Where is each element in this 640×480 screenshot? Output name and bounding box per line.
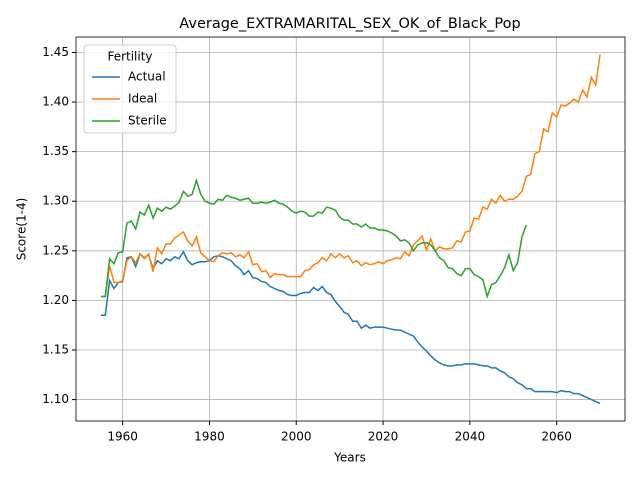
y-tick-label: 1.10 bbox=[42, 392, 69, 406]
legend-box bbox=[83, 44, 177, 134]
legend: Fertility Actual Ideal Sterile bbox=[83, 44, 177, 134]
y-tick-label: 1.15 bbox=[42, 342, 69, 356]
legend-title: Fertility bbox=[107, 50, 152, 64]
legend-label: Sterile bbox=[128, 114, 167, 128]
chart-title: Average_EXTRAMARITAL_SEX_OK_of_Black_Pop bbox=[179, 16, 520, 32]
x-tick-label: 2000 bbox=[281, 430, 312, 444]
y-tick-label: 1.40 bbox=[42, 95, 69, 109]
x-tick-label: 2020 bbox=[368, 430, 399, 444]
series-line bbox=[100, 250, 601, 405]
series-line bbox=[100, 54, 601, 298]
plot-frame bbox=[75, 36, 626, 422]
x-tick-label: 2060 bbox=[541, 430, 572, 444]
y-tick-label: 1.20 bbox=[42, 293, 69, 307]
x-axis-label: Years bbox=[333, 451, 366, 465]
y-tick-label: 1.25 bbox=[42, 243, 69, 257]
x-tick-label: 1980 bbox=[194, 430, 225, 444]
y-tick-label: 1.35 bbox=[42, 144, 69, 158]
x-tick-label: 1960 bbox=[107, 430, 138, 444]
series-line bbox=[100, 177, 527, 299]
legend-label: Actual bbox=[128, 70, 166, 84]
y-tick-label: 1.45 bbox=[42, 45, 69, 59]
y-tick-label: 1.30 bbox=[42, 194, 69, 208]
legend-label: Ideal bbox=[128, 92, 157, 106]
x-tick-label: 2040 bbox=[455, 430, 486, 444]
y-axis-label: Score(1-4) bbox=[15, 198, 29, 261]
